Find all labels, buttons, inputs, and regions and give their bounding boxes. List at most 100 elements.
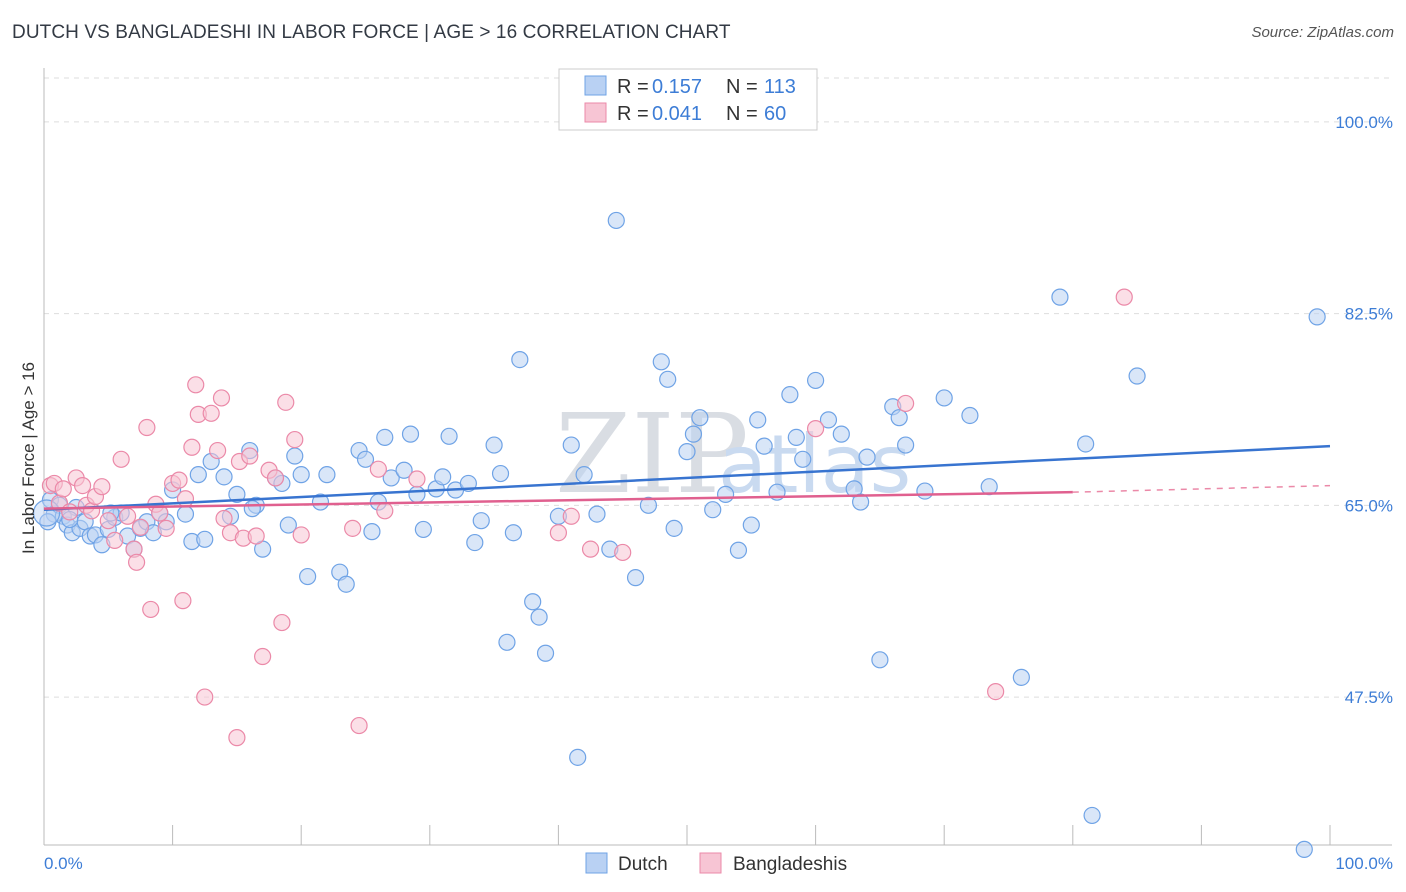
- bangladeshi-point: [131, 518, 150, 536]
- bangladeshi-point: [174, 592, 192, 610]
- dutch-point: [716, 485, 735, 503]
- bangladeshi-point: [344, 519, 362, 537]
- y-tick-label: 100.0%: [1335, 113, 1393, 132]
- legend-r-value-bangladeshis: 0.041: [652, 103, 702, 125]
- bangladeshi-point: [215, 509, 233, 528]
- bangladeshi-point: [183, 438, 201, 456]
- bangladeshi-point: [138, 418, 156, 437]
- bangladeshi-point: [1115, 288, 1133, 306]
- dutch-point: [189, 466, 207, 484]
- dutch-point: [215, 468, 233, 486]
- dutch-point: [279, 516, 297, 534]
- dutch-point: [916, 482, 934, 500]
- dutch-point: [794, 450, 812, 468]
- dutch-point: [1051, 288, 1069, 306]
- bangladeshi-point: [196, 688, 214, 706]
- bangladeshi-point: [350, 716, 368, 735]
- bangladeshi-point: [376, 502, 394, 520]
- bangladeshi-point: [228, 729, 246, 747]
- bottom-legend-label-bangladeshis: Bangladeshis: [733, 854, 847, 875]
- bangladeshi-point: [118, 507, 137, 525]
- dutch-point: [691, 409, 709, 427]
- dutch-point: [742, 516, 760, 534]
- dutch-point: [485, 436, 503, 454]
- bangladeshi-point: [61, 503, 79, 521]
- dutch-point: [1012, 668, 1030, 686]
- dutch-point: [819, 411, 838, 429]
- dutch-point: [401, 425, 420, 443]
- bangladeshi-point: [987, 682, 1005, 701]
- bangladeshi-point: [581, 540, 600, 558]
- bangladeshi-point: [369, 460, 387, 478]
- dutch-point: [569, 748, 587, 766]
- dutch-point: [414, 520, 432, 539]
- dutch-point: [806, 371, 825, 390]
- dutch-point: [530, 608, 548, 626]
- dutch-point: [588, 505, 606, 523]
- bangladeshi-point: [897, 394, 915, 413]
- legend-n-value-dutch: 113: [764, 76, 796, 98]
- dutch-point: [243, 500, 261, 518]
- bangladeshi-points: [41, 288, 1133, 747]
- dutch-point: [961, 406, 979, 425]
- dutch-point: [562, 436, 580, 454]
- bangladeshi-point: [273, 613, 291, 632]
- bangladeshi-point: [292, 526, 310, 544]
- bottom-legend-label-dutch: Dutch: [618, 854, 668, 875]
- dutch-point: [376, 428, 394, 446]
- dutch-point: [472, 512, 490, 530]
- dutch-point: [1077, 435, 1095, 453]
- dutch-point: [787, 428, 805, 446]
- dutch-point: [659, 370, 677, 388]
- dutch-point: [299, 567, 317, 586]
- bangladeshi-point: [549, 524, 568, 542]
- dutch-point: [678, 443, 696, 461]
- bangladeshi-point: [82, 502, 101, 520]
- legend-swatch-bangladeshis: [584, 102, 607, 123]
- bangladeshi-point: [277, 393, 295, 411]
- dutch-point: [176, 505, 195, 523]
- bangladeshi-point: [247, 527, 265, 545]
- dutch-point: [781, 386, 799, 404]
- dutch-point: [704, 501, 722, 519]
- y-tick-label: 82.5%: [1345, 305, 1393, 324]
- bangladeshi-point: [170, 471, 188, 489]
- bangladeshi-point: [614, 543, 632, 562]
- dutch-point: [890, 409, 908, 427]
- dutch-point: [749, 411, 767, 429]
- bangladeshi-point: [176, 490, 195, 508]
- dutch-point: [408, 485, 426, 503]
- bottom-legend: Dutch Bangladeshis: [585, 852, 847, 875]
- legend-n-value-bangladeshis: 60: [764, 103, 786, 125]
- bangladeshi-point: [106, 531, 124, 549]
- dutch-point: [665, 519, 683, 537]
- dutch-point: [858, 448, 876, 466]
- dutch-point: [363, 523, 381, 541]
- dutch-point: [311, 493, 330, 511]
- gridlines: [44, 77, 1392, 698]
- dutch-point: [935, 389, 953, 407]
- dutch-point: [356, 450, 375, 468]
- dutch-point: [337, 575, 355, 593]
- dutch-point: [286, 447, 304, 465]
- dutch-point: [318, 466, 336, 484]
- bangladeshi-point: [266, 469, 285, 487]
- dutch-point: [575, 466, 593, 484]
- bangladeshi-point: [157, 519, 175, 537]
- y-tick-label: 65.0%: [1345, 496, 1393, 515]
- dutch-point: [466, 533, 484, 552]
- x-tick-label-min: 0.0%: [44, 854, 83, 873]
- dutch-point: [626, 569, 645, 587]
- legend: R = 0.157 N = 113 R = 0.041 N = 60: [558, 68, 818, 131]
- y-axis-label: In Labor Force | Age > 16: [19, 362, 38, 554]
- bangladeshi-point: [241, 447, 259, 465]
- bangladeshi-point: [93, 478, 111, 496]
- bangladeshi-point: [112, 450, 130, 468]
- bangladeshi-point: [142, 600, 160, 619]
- dutch-point: [607, 211, 625, 230]
- dutch-point: [729, 541, 748, 559]
- axes: [43, 68, 1392, 846]
- bangladeshi-point: [73, 477, 92, 495]
- bangladeshi-trend-extension: [1072, 484, 1331, 493]
- x-tick-labels: 0.0% 100.0%: [44, 854, 1393, 873]
